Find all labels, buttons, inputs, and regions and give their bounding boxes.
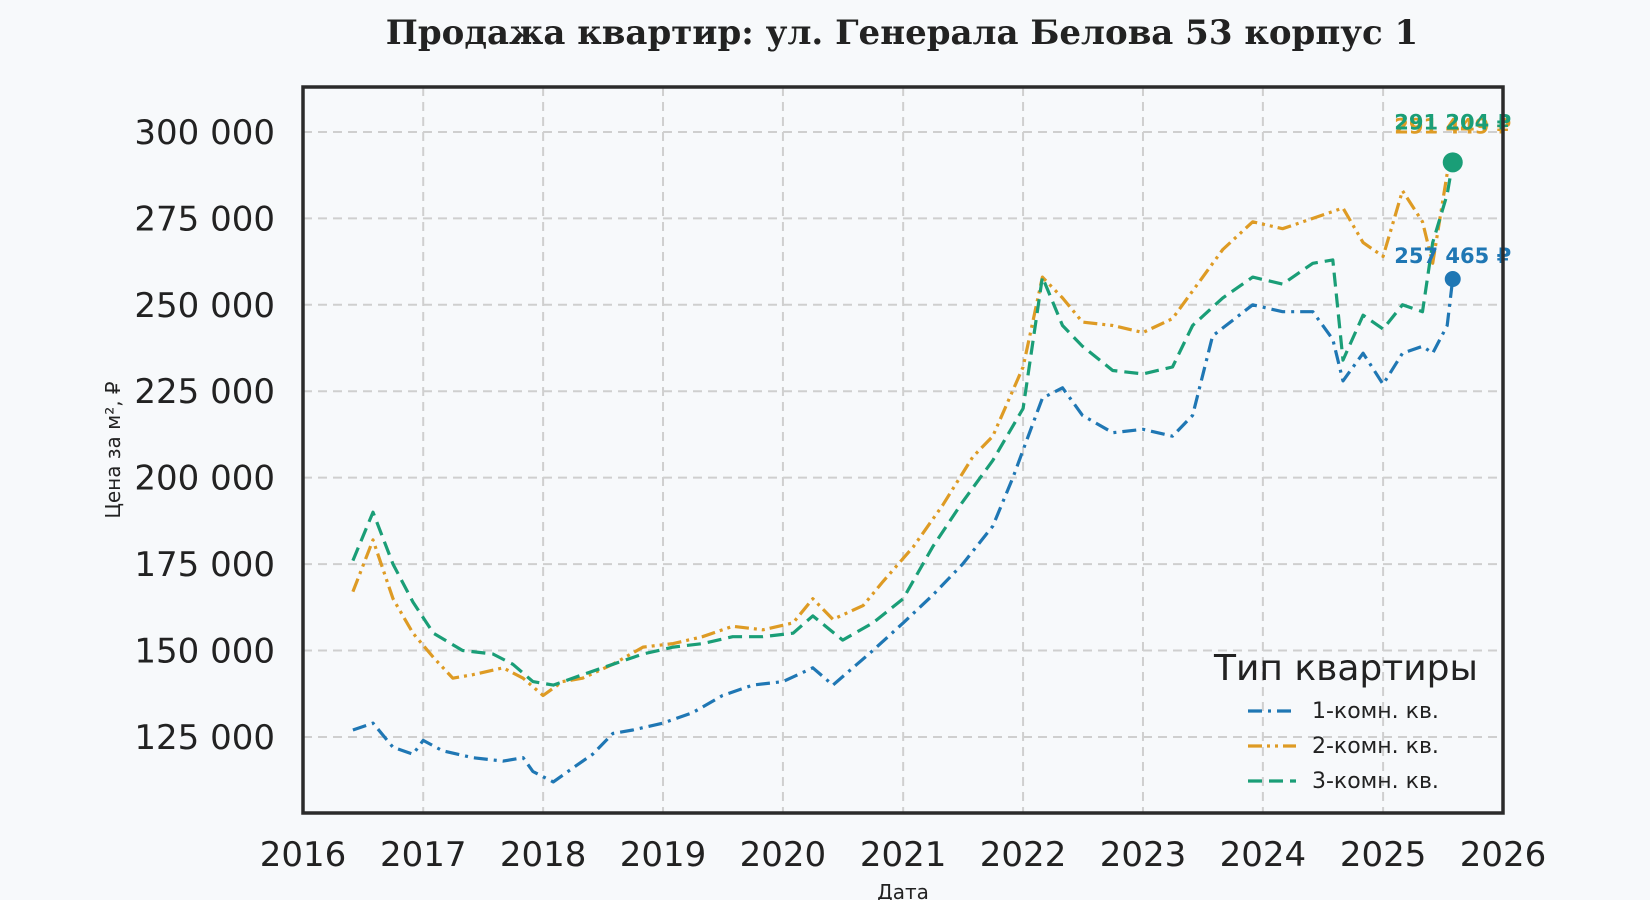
series-line (351, 160, 1455, 698)
x-tick-label: 2016 (260, 835, 347, 875)
endpoint-marker (1442, 152, 1463, 173)
x-tick-label: 2024 (1220, 835, 1307, 875)
x-tick-label: 2021 (860, 835, 947, 875)
endpoint-markers: 257 465 ₽ 291 449 ₽291 204 ₽ (1394, 110, 1511, 287)
x-tick-label: 2026 (1460, 835, 1547, 875)
x-tick-label: 2023 (1100, 835, 1187, 875)
endpoint-value-label: 291 449 ₽ (1394, 115, 1511, 139)
x-tick-label: 2022 (980, 835, 1067, 875)
y-tick-label: 225 000 (134, 372, 275, 412)
y-axis-label: Цена за м², ₽ (101, 381, 125, 519)
axis-ticks: 2016 2017 2018 2019 2020 2021 2022 2023 2024 2025… (134, 113, 1546, 875)
y-tick-label: 250 000 (134, 286, 275, 326)
chart-title: Продажа квартир: ул. Генерала Белова 53 … (386, 13, 1418, 53)
legend-entry-label: 1-комн. кв. (1312, 699, 1439, 724)
endpoint-value-label: 257 465 ₽ (1394, 244, 1511, 268)
legend-title: Тип квартиры (1213, 648, 1478, 689)
series-line (352, 278, 1455, 784)
y-tick-label: 125 000 (134, 718, 275, 758)
x-tick-label: 2018 (500, 835, 587, 875)
x-tick-label: 2017 (380, 835, 467, 875)
legend-entry-label: 2-комн. кв. (1312, 734, 1439, 759)
y-tick-label: 175 000 (134, 545, 275, 585)
x-tick-label: 2025 (1340, 835, 1427, 875)
x-tick-label: 2020 (740, 835, 827, 875)
plot-frame (301, 85, 1505, 815)
x-axis-label: Дата (877, 880, 929, 900)
x-tick-label: 2019 (620, 835, 707, 875)
y-tick-label: 150 000 (134, 632, 275, 672)
y-tick-label: 300 000 (134, 113, 275, 153)
legend-entry-label: 3-комн. кв. (1312, 769, 1439, 794)
endpoint-marker (1444, 270, 1461, 287)
y-tick-label: 200 000 (134, 459, 275, 499)
endpoint-value-label: 291 204 ₽ (1394, 110, 1511, 134)
legend: Тип квартиры 1-комн. кв. 2-комн. кв. 3-ком… (1213, 648, 1478, 794)
y-tick-label: 275 000 (134, 199, 275, 239)
series-lines (351, 160, 1455, 784)
